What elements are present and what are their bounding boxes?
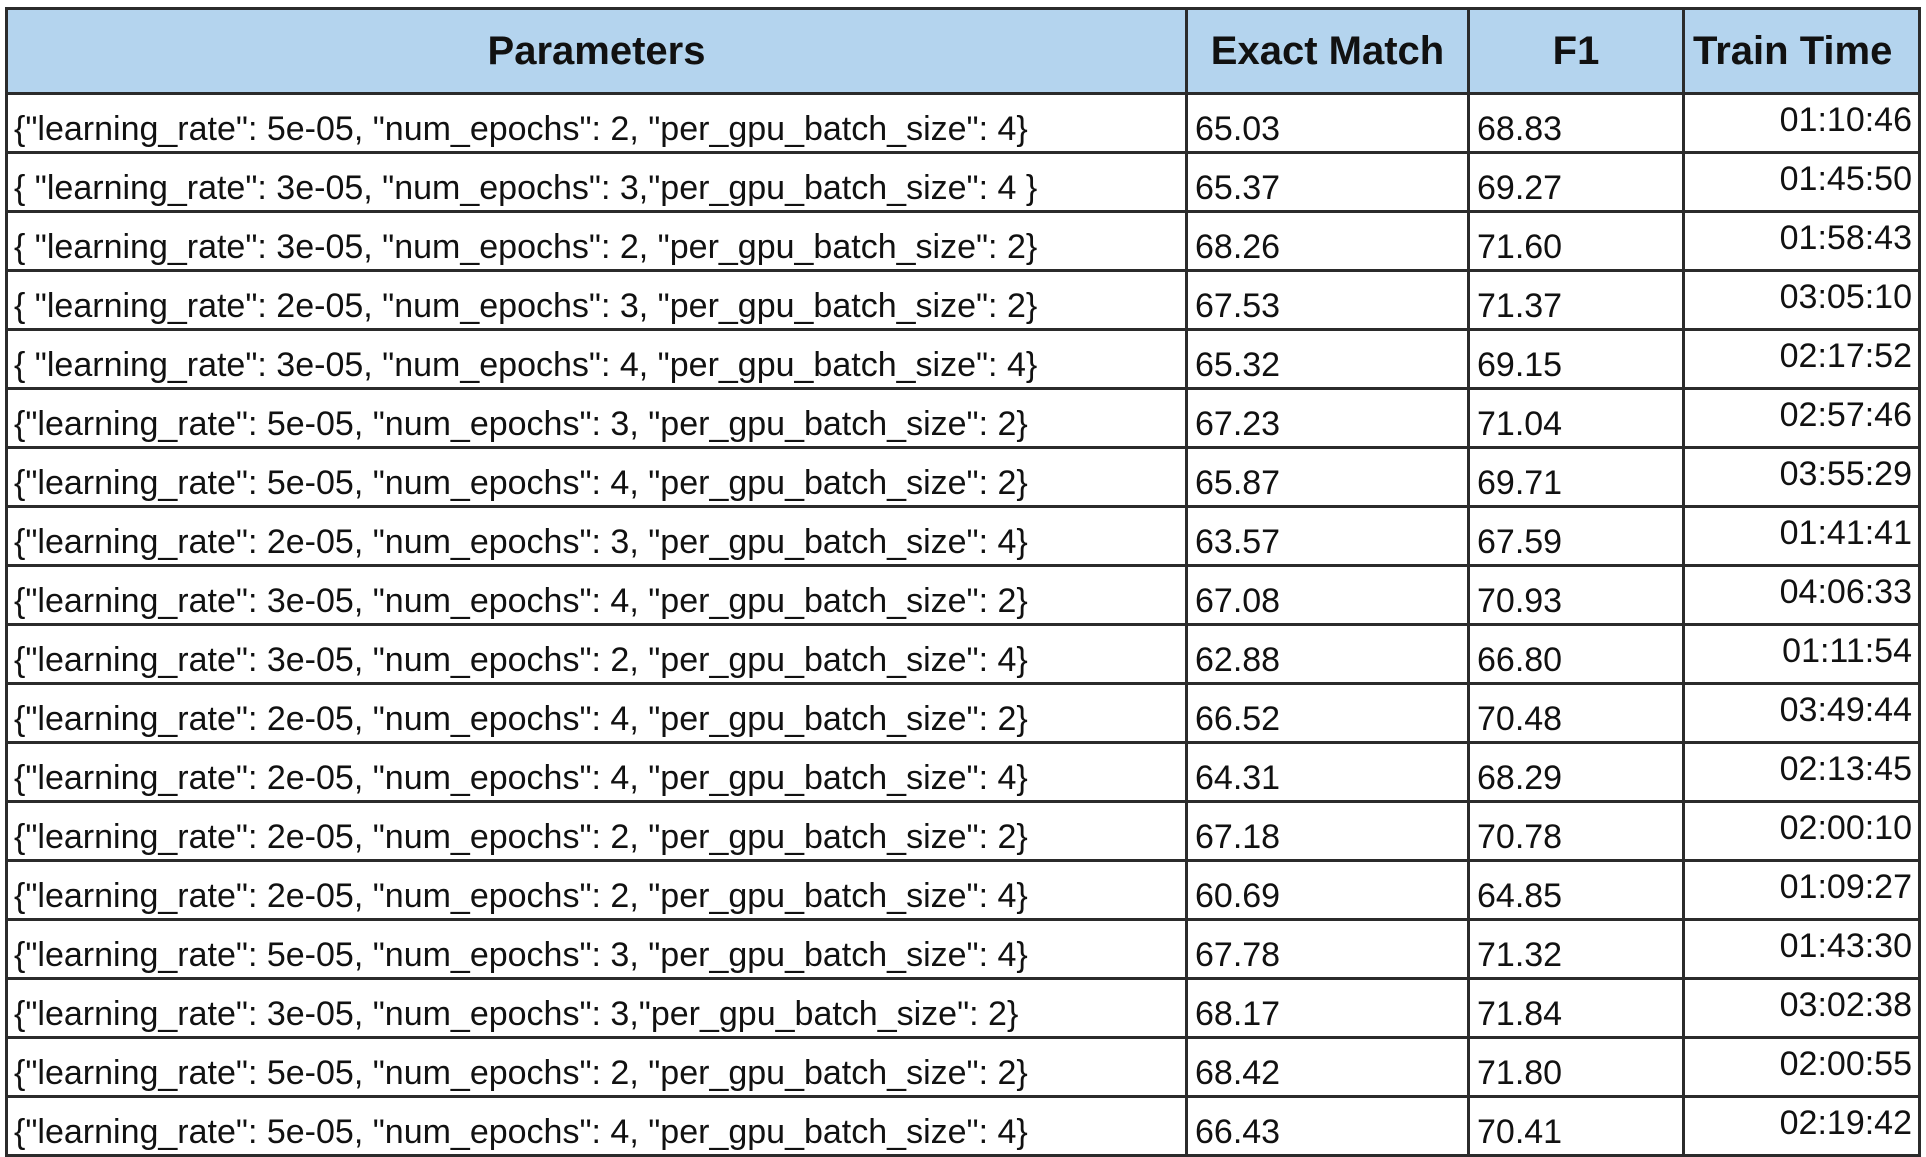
table-row: {"learning_rate": 3e-05, "num_epochs": 2… <box>5 623 1921 685</box>
cell-exact-match: 63.57 <box>1185 505 1470 567</box>
cell-f1: 71.32 <box>1467 918 1685 980</box>
cell-f1: 71.84 <box>1467 977 1685 1039</box>
table-row: {"learning_rate": 2e-05, "num_epochs": 2… <box>5 859 1921 921</box>
table-row: {"learning_rate": 3e-05, "num_epochs": 3… <box>5 977 1921 1039</box>
table-row: {"learning_rate": 5e-05, "num_epochs": 3… <box>5 918 1921 980</box>
cell-exact-match: 68.42 <box>1185 1036 1470 1098</box>
cell-exact-match: 65.03 <box>1185 92 1470 154</box>
table-row: {"learning_rate": 2e-05, "num_epochs": 2… <box>5 800 1921 862</box>
cell-exact-match: 67.23 <box>1185 387 1470 449</box>
cell-train-time: 01:09:27 <box>1682 859 1921 921</box>
cell-f1: 68.29 <box>1467 741 1685 803</box>
cell-train-time: 01:41:41 <box>1682 505 1921 567</box>
cell-parameters: {"learning_rate": 5e-05, "num_epochs": 2… <box>5 1036 1188 1098</box>
cell-f1: 64.85 <box>1467 859 1685 921</box>
cell-train-time: 03:02:38 <box>1682 977 1921 1039</box>
cell-exact-match: 66.43 <box>1185 1095 1470 1157</box>
cell-f1: 71.80 <box>1467 1036 1685 1098</box>
cell-train-time: 01:10:46 <box>1682 92 1921 154</box>
cell-f1: 70.93 <box>1467 564 1685 626</box>
table-row: {"learning_rate": 2e-05, "num_epochs": 4… <box>5 682 1921 744</box>
table-row: {"learning_rate": 5e-05, "num_epochs": 4… <box>5 446 1921 508</box>
cell-exact-match: 68.17 <box>1185 977 1470 1039</box>
cell-train-time: 02:13:45 <box>1682 741 1921 803</box>
cell-parameters: {"learning_rate": 3e-05, "num_epochs": 3… <box>5 977 1188 1039</box>
cell-train-time: 03:55:29 <box>1682 446 1921 508</box>
table-row: {"learning_rate": 3e-05, "num_epochs": 4… <box>5 564 1921 626</box>
table-row: {"learning_rate": 5e-05, "num_epochs": 2… <box>5 1036 1921 1098</box>
cell-parameters: { "learning_rate": 3e-05, "num_epochs": … <box>5 210 1188 272</box>
table-row: {"learning_rate": 5e-05, "num_epochs": 3… <box>5 387 1921 449</box>
cell-parameters: {"learning_rate": 2e-05, "num_epochs": 2… <box>5 800 1188 862</box>
cell-f1: 71.37 <box>1467 269 1685 331</box>
cell-exact-match: 68.26 <box>1185 210 1470 272</box>
table-row: {"learning_rate": 2e-05, "num_epochs": 4… <box>5 741 1921 803</box>
cell-train-time: 02:17:52 <box>1682 328 1921 390</box>
cell-train-time: 02:19:42 <box>1682 1095 1921 1157</box>
results-table-container: Parameters Exact Match F1 Train Time {"l… <box>5 7 1921 1157</box>
cell-parameters: {"learning_rate": 2e-05, "num_epochs": 3… <box>5 505 1188 567</box>
cell-parameters: { "learning_rate": 2e-05, "num_epochs": … <box>5 269 1188 331</box>
cell-train-time: 04:06:33 <box>1682 564 1921 626</box>
header-train-time: Train Time <box>1682 7 1921 95</box>
cell-exact-match: 66.52 <box>1185 682 1470 744</box>
cell-parameters: {"learning_rate": 3e-05, "num_epochs": 2… <box>5 623 1188 685</box>
cell-parameters: {"learning_rate": 5e-05, "num_epochs": 4… <box>5 446 1188 508</box>
cell-parameters: { "learning_rate": 3e-05, "num_epochs": … <box>5 151 1188 213</box>
cell-f1: 68.83 <box>1467 92 1685 154</box>
cell-f1: 69.15 <box>1467 328 1685 390</box>
cell-f1: 70.48 <box>1467 682 1685 744</box>
cell-exact-match: 65.87 <box>1185 446 1470 508</box>
header-row: Parameters Exact Match F1 Train Time <box>5 7 1921 95</box>
table-row: { "learning_rate": 3e-05, "num_epochs": … <box>5 151 1921 213</box>
cell-parameters: {"learning_rate": 2e-05, "num_epochs": 4… <box>5 682 1188 744</box>
table-row: {"learning_rate": 2e-05, "num_epochs": 3… <box>5 505 1921 567</box>
cell-train-time: 02:57:46 <box>1682 387 1921 449</box>
cell-exact-match: 67.53 <box>1185 269 1470 331</box>
cell-parameters: {"learning_rate": 5e-05, "num_epochs": 3… <box>5 918 1188 980</box>
cell-exact-match: 62.88 <box>1185 623 1470 685</box>
cell-f1: 69.71 <box>1467 446 1685 508</box>
cell-train-time: 01:45:50 <box>1682 151 1921 213</box>
cell-exact-match: 67.08 <box>1185 564 1470 626</box>
results-table: Parameters Exact Match F1 Train Time {"l… <box>5 7 1921 1157</box>
cell-exact-match: 60.69 <box>1185 859 1470 921</box>
cell-f1: 69.27 <box>1467 151 1685 213</box>
table-row: {"learning_rate": 5e-05, "num_epochs": 4… <box>5 1095 1921 1157</box>
cell-f1: 66.80 <box>1467 623 1685 685</box>
table-row: { "learning_rate": 3e-05, "num_epochs": … <box>5 328 1921 390</box>
cell-parameters: {"learning_rate": 2e-05, "num_epochs": 4… <box>5 741 1188 803</box>
cell-parameters: {"learning_rate": 2e-05, "num_epochs": 2… <box>5 859 1188 921</box>
header-parameters: Parameters <box>5 7 1188 95</box>
table-header: Parameters Exact Match F1 Train Time <box>5 7 1921 95</box>
cell-train-time: 02:00:55 <box>1682 1036 1921 1098</box>
cell-f1: 70.78 <box>1467 800 1685 862</box>
cell-parameters: {"learning_rate": 5e-05, "num_epochs": 4… <box>5 1095 1188 1157</box>
table-row: { "learning_rate": 3e-05, "num_epochs": … <box>5 210 1921 272</box>
table-body: {"learning_rate": 5e-05, "num_epochs": 2… <box>5 92 1921 1157</box>
cell-train-time: 03:05:10 <box>1682 269 1921 331</box>
cell-exact-match: 64.31 <box>1185 741 1470 803</box>
cell-parameters: {"learning_rate": 5e-05, "num_epochs": 2… <box>5 92 1188 154</box>
cell-train-time: 03:49:44 <box>1682 682 1921 744</box>
cell-f1: 71.60 <box>1467 210 1685 272</box>
cell-train-time: 01:11:54 <box>1682 623 1921 685</box>
cell-exact-match: 67.78 <box>1185 918 1470 980</box>
cell-train-time: 01:58:43 <box>1682 210 1921 272</box>
cell-parameters: {"learning_rate": 3e-05, "num_epochs": 4… <box>5 564 1188 626</box>
cell-exact-match: 65.32 <box>1185 328 1470 390</box>
cell-exact-match: 65.37 <box>1185 151 1470 213</box>
cell-train-time: 01:43:30 <box>1682 918 1921 980</box>
cell-f1: 70.41 <box>1467 1095 1685 1157</box>
table-row: {"learning_rate": 5e-05, "num_epochs": 2… <box>5 92 1921 154</box>
cell-train-time: 02:00:10 <box>1682 800 1921 862</box>
header-exact-match: Exact Match <box>1185 7 1470 95</box>
cell-f1: 71.04 <box>1467 387 1685 449</box>
cell-parameters: { "learning_rate": 3e-05, "num_epochs": … <box>5 328 1188 390</box>
cell-exact-match: 67.18 <box>1185 800 1470 862</box>
cell-parameters: {"learning_rate": 5e-05, "num_epochs": 3… <box>5 387 1188 449</box>
table-row: { "learning_rate": 2e-05, "num_epochs": … <box>5 269 1921 331</box>
header-f1: F1 <box>1467 7 1685 95</box>
cell-f1: 67.59 <box>1467 505 1685 567</box>
